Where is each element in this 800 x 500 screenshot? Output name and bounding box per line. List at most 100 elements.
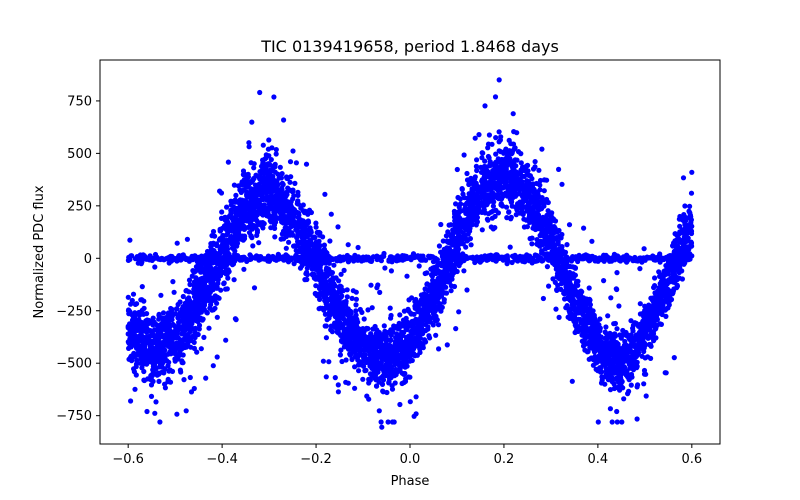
data-point	[463, 244, 469, 250]
data-point	[182, 300, 188, 306]
data-point	[654, 317, 660, 323]
data-point	[613, 375, 619, 381]
data-point	[225, 275, 231, 281]
data-point	[279, 180, 285, 186]
data-point	[354, 317, 360, 323]
data-point	[353, 296, 359, 302]
data-point	[126, 307, 132, 313]
data-point	[258, 171, 264, 177]
data-point	[338, 285, 344, 291]
data-point	[177, 299, 183, 305]
data-point	[471, 183, 477, 189]
data-point	[556, 249, 562, 255]
data-point	[449, 276, 455, 282]
data-point	[404, 327, 410, 333]
data-point	[324, 273, 330, 279]
data-point	[291, 261, 297, 267]
data-point	[388, 332, 394, 338]
data-point	[602, 374, 608, 380]
data-point	[617, 332, 623, 338]
data-point	[128, 301, 134, 307]
chart-title: TIC 0139419658, period 1.8468 days	[260, 37, 559, 56]
data-point	[585, 333, 591, 339]
data-point	[409, 295, 415, 301]
data-point	[304, 269, 310, 275]
data-point	[362, 368, 368, 374]
data-point	[345, 335, 351, 341]
data-point	[152, 358, 159, 364]
data-point	[425, 326, 431, 332]
data-point	[372, 336, 378, 342]
data-point	[608, 371, 614, 378]
data-point	[628, 371, 635, 378]
data-point	[618, 377, 624, 383]
data-point	[316, 291, 323, 297]
data-point	[395, 325, 402, 331]
data-point	[269, 186, 275, 192]
data-point	[536, 167, 542, 173]
data-point	[308, 209, 314, 216]
data-point	[558, 286, 564, 292]
data-point	[570, 271, 576, 277]
data-point	[480, 182, 486, 188]
data-point	[233, 192, 239, 198]
data-point	[210, 228, 217, 235]
data-point	[162, 315, 169, 321]
data-point	[603, 365, 609, 371]
data-point	[390, 372, 396, 378]
data-point	[148, 382, 155, 388]
data-point	[401, 319, 407, 325]
data-point	[327, 238, 333, 244]
data-point	[591, 337, 597, 344]
data-point	[569, 295, 575, 301]
data-point	[214, 314, 220, 320]
data-point	[183, 343, 189, 349]
data-point	[135, 325, 141, 331]
data-point	[134, 357, 140, 363]
data-point	[504, 153, 510, 160]
data-point	[279, 185, 285, 191]
data-point	[214, 300, 220, 306]
data-point	[130, 291, 137, 297]
data-point	[657, 321, 663, 327]
data-point	[301, 226, 307, 232]
data-point	[461, 268, 467, 274]
data-point	[240, 168, 247, 174]
data-point	[333, 297, 339, 303]
data-point	[207, 305, 213, 311]
data-point	[487, 172, 493, 178]
data-point	[345, 318, 351, 324]
data-point	[623, 347, 629, 353]
data-point	[272, 213, 278, 219]
data-point	[135, 319, 141, 325]
data-point	[452, 239, 458, 245]
data-point	[521, 224, 528, 230]
data-point	[498, 202, 504, 208]
data-point	[402, 370, 408, 377]
data-point	[672, 268, 678, 274]
data-point	[533, 202, 540, 208]
data-point	[409, 357, 415, 364]
data-point	[685, 244, 691, 250]
data-point	[282, 197, 288, 203]
data-point	[545, 199, 551, 206]
data-point	[518, 151, 524, 157]
data-point	[517, 210, 523, 216]
data-point	[575, 324, 581, 330]
data-point	[381, 342, 387, 348]
data-point	[476, 203, 482, 209]
data-point	[391, 325, 397, 331]
data-point	[647, 342, 654, 348]
data-point	[381, 323, 387, 329]
data-point	[517, 200, 523, 206]
data-point	[168, 305, 174, 312]
data-point	[474, 167, 480, 174]
data-point	[249, 212, 255, 218]
data-point	[625, 374, 631, 380]
data-point	[455, 228, 461, 234]
data-point	[407, 345, 413, 352]
data-point	[322, 311, 328, 317]
data-point	[372, 323, 378, 330]
data-point	[433, 304, 439, 310]
